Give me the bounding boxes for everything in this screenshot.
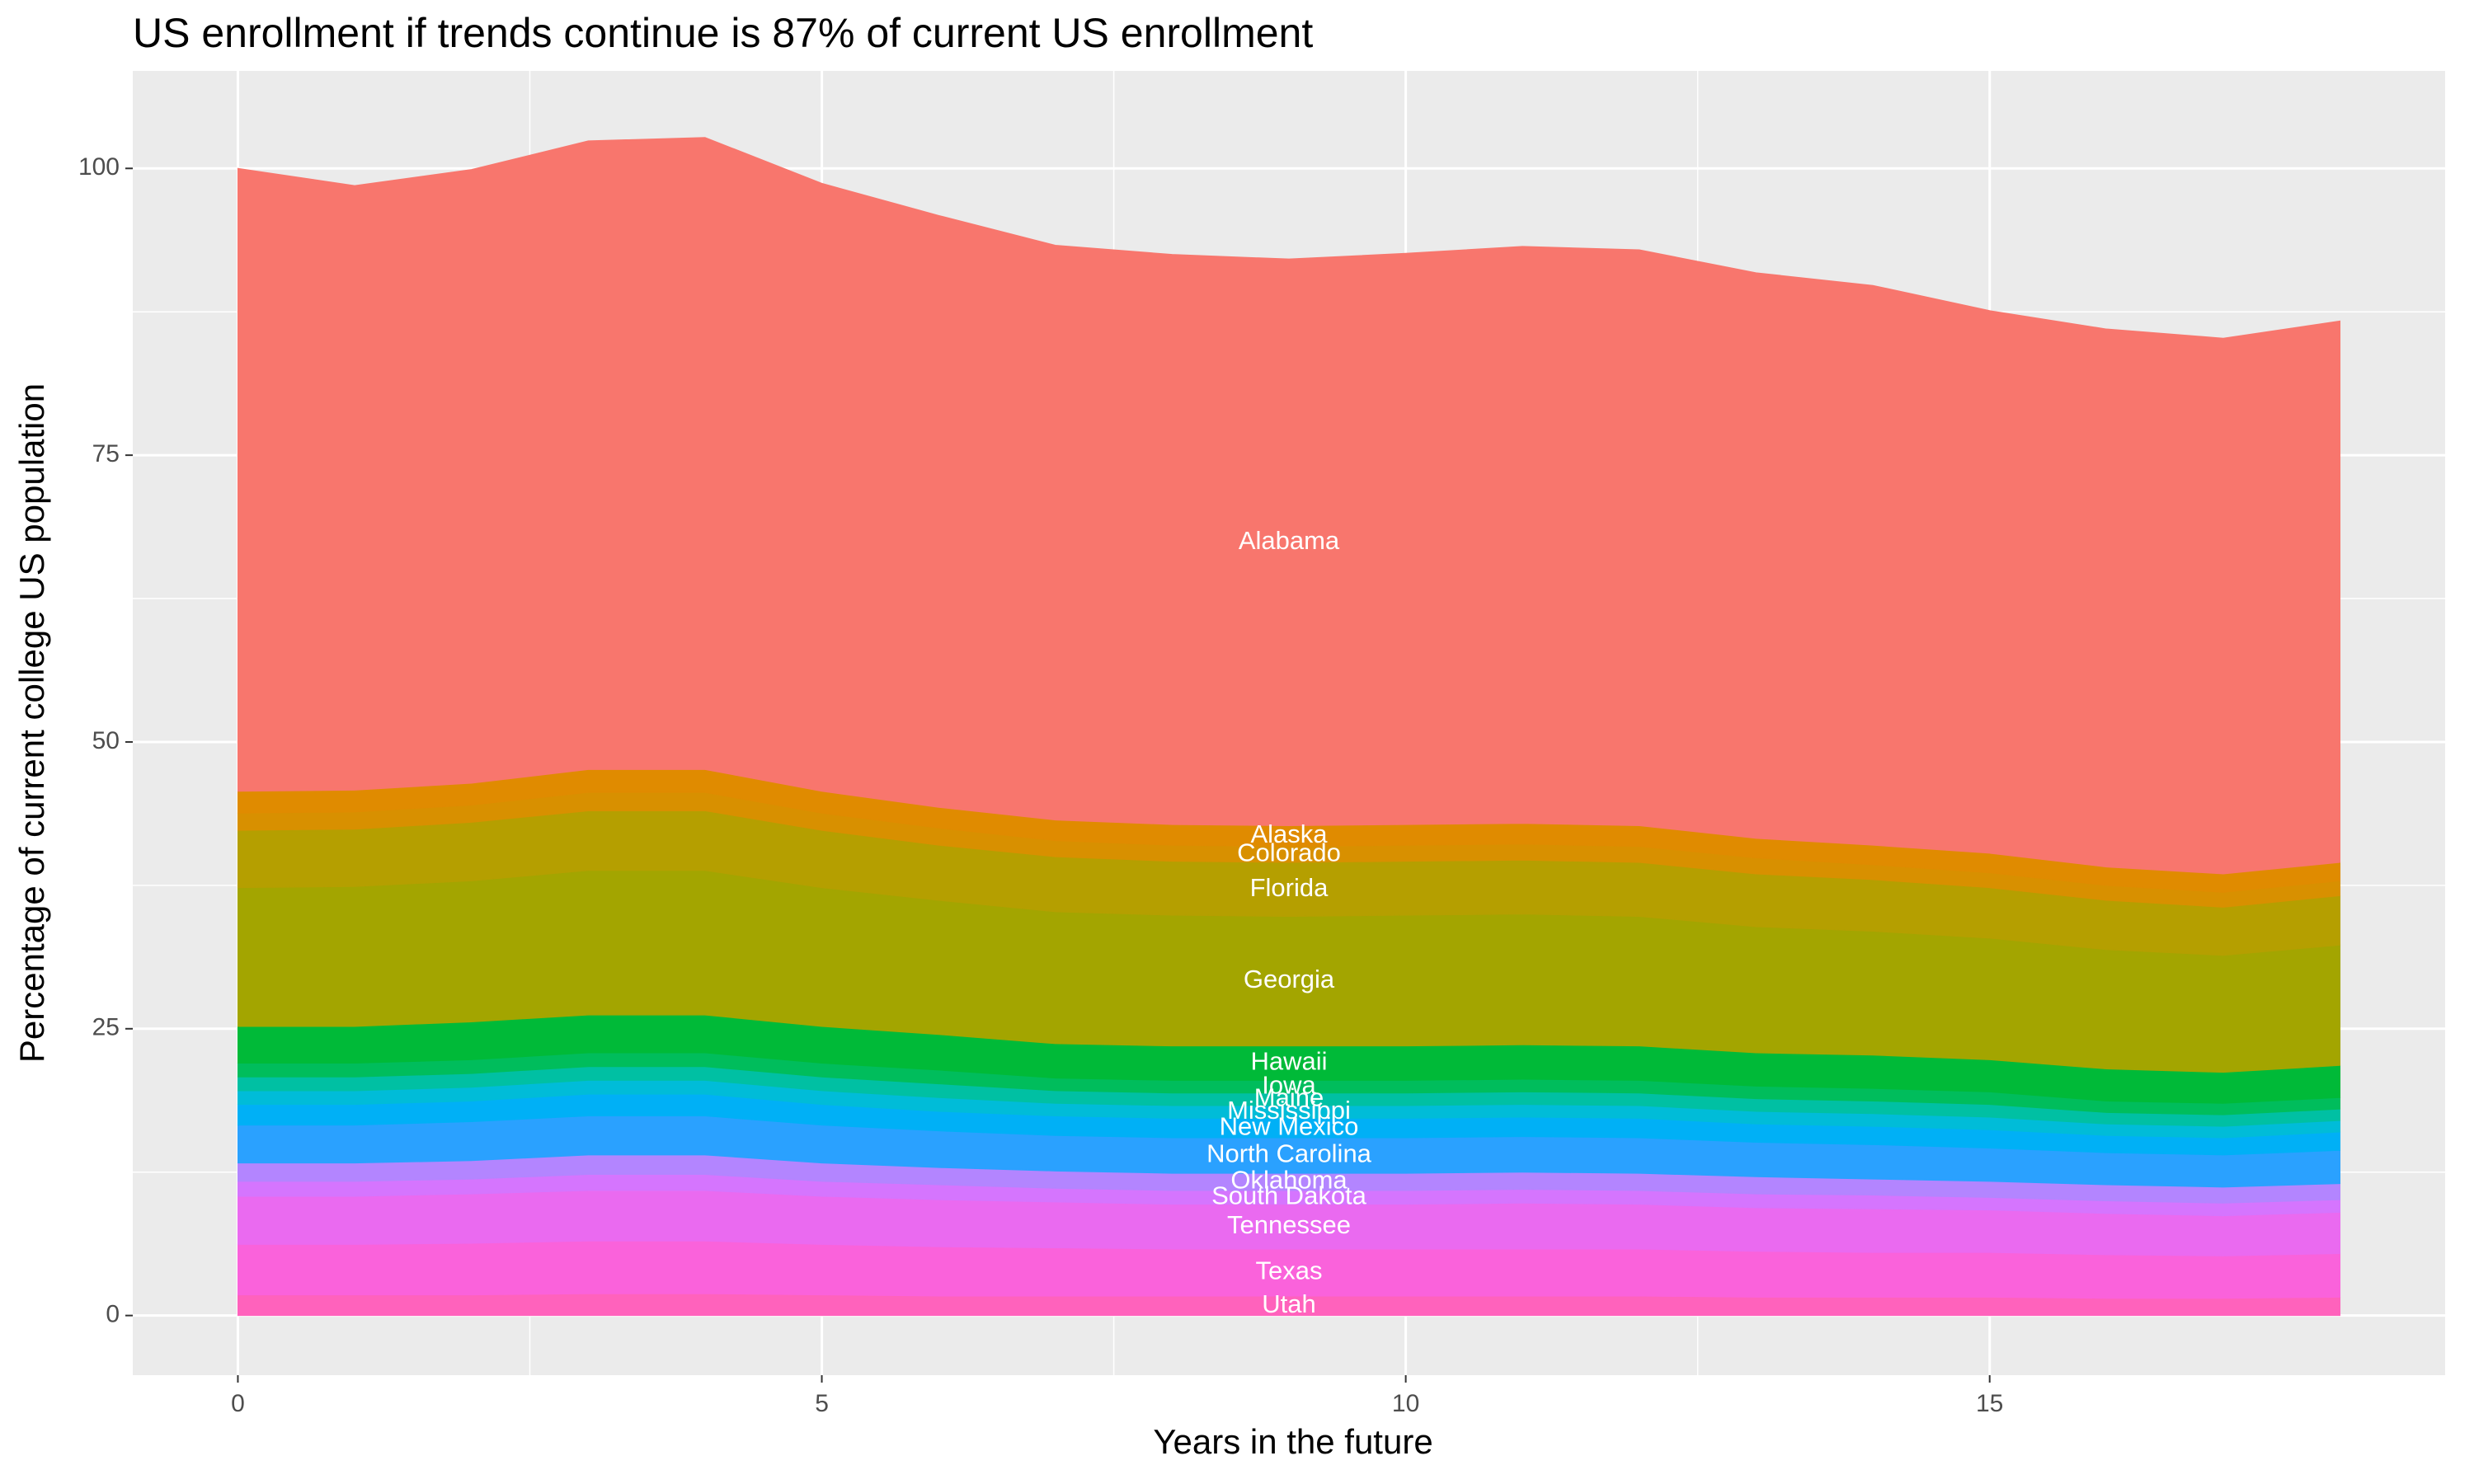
- area-label: Utah: [1262, 1289, 1315, 1318]
- x-tick-label: 15: [1976, 1390, 2003, 1417]
- area-label: South Dakota: [1211, 1181, 1367, 1210]
- x-tick-label: 5: [815, 1390, 829, 1417]
- y-tick-label: 25: [92, 1014, 120, 1041]
- chart-title: US enrollment if trends continue is 87% …: [133, 10, 1313, 56]
- y-axis-label: Percentage of current college US populat…: [12, 383, 51, 1063]
- area-label: Alabama: [1239, 526, 1340, 555]
- y-tick-label: 50: [92, 727, 120, 754]
- area-label: Tennessee: [1227, 1210, 1351, 1239]
- axes: 0 25 50 75 100 0 5 10 15: [78, 153, 2003, 1417]
- area-label: Iowa: [1262, 1070, 1316, 1099]
- area-label: Maine: [1254, 1083, 1324, 1112]
- y-tick-label: 0: [106, 1301, 120, 1328]
- area: [237, 137, 2341, 875]
- area-label: Oklahoma: [1230, 1166, 1348, 1195]
- x-tick-label: 0: [231, 1390, 245, 1417]
- area-label: New Mexico: [1220, 1111, 1359, 1140]
- area-label: Florida: [1250, 873, 1329, 902]
- area-label: Alaska: [1250, 819, 1328, 848]
- area-label: Texas: [1256, 1256, 1323, 1285]
- x-axis-label: Years in the future: [1153, 1422, 1432, 1461]
- y-tick-label: 100: [78, 153, 120, 181]
- areas: [237, 137, 2341, 1317]
- area-label: Colorado: [1237, 838, 1341, 867]
- area-label: Mississippi: [1227, 1096, 1351, 1125]
- area-label: Georgia: [1244, 965, 1335, 993]
- area-label: Hawaii: [1250, 1047, 1327, 1076]
- area-label: North Carolina: [1206, 1139, 1372, 1168]
- x-tick-label: 10: [1392, 1390, 1419, 1417]
- y-tick-label: 75: [92, 440, 120, 467]
